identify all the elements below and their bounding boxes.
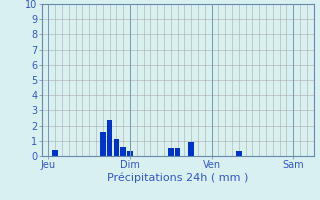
X-axis label: Précipitations 24h ( mm ): Précipitations 24h ( mm ) xyxy=(107,173,248,183)
Bar xyxy=(175,148,180,156)
Bar xyxy=(188,142,194,156)
Bar xyxy=(168,148,174,156)
Bar xyxy=(100,132,106,156)
Bar xyxy=(114,139,119,156)
Bar xyxy=(107,120,113,156)
Bar xyxy=(236,151,242,156)
Bar xyxy=(127,151,133,156)
Bar xyxy=(120,147,126,156)
Bar xyxy=(52,150,58,156)
